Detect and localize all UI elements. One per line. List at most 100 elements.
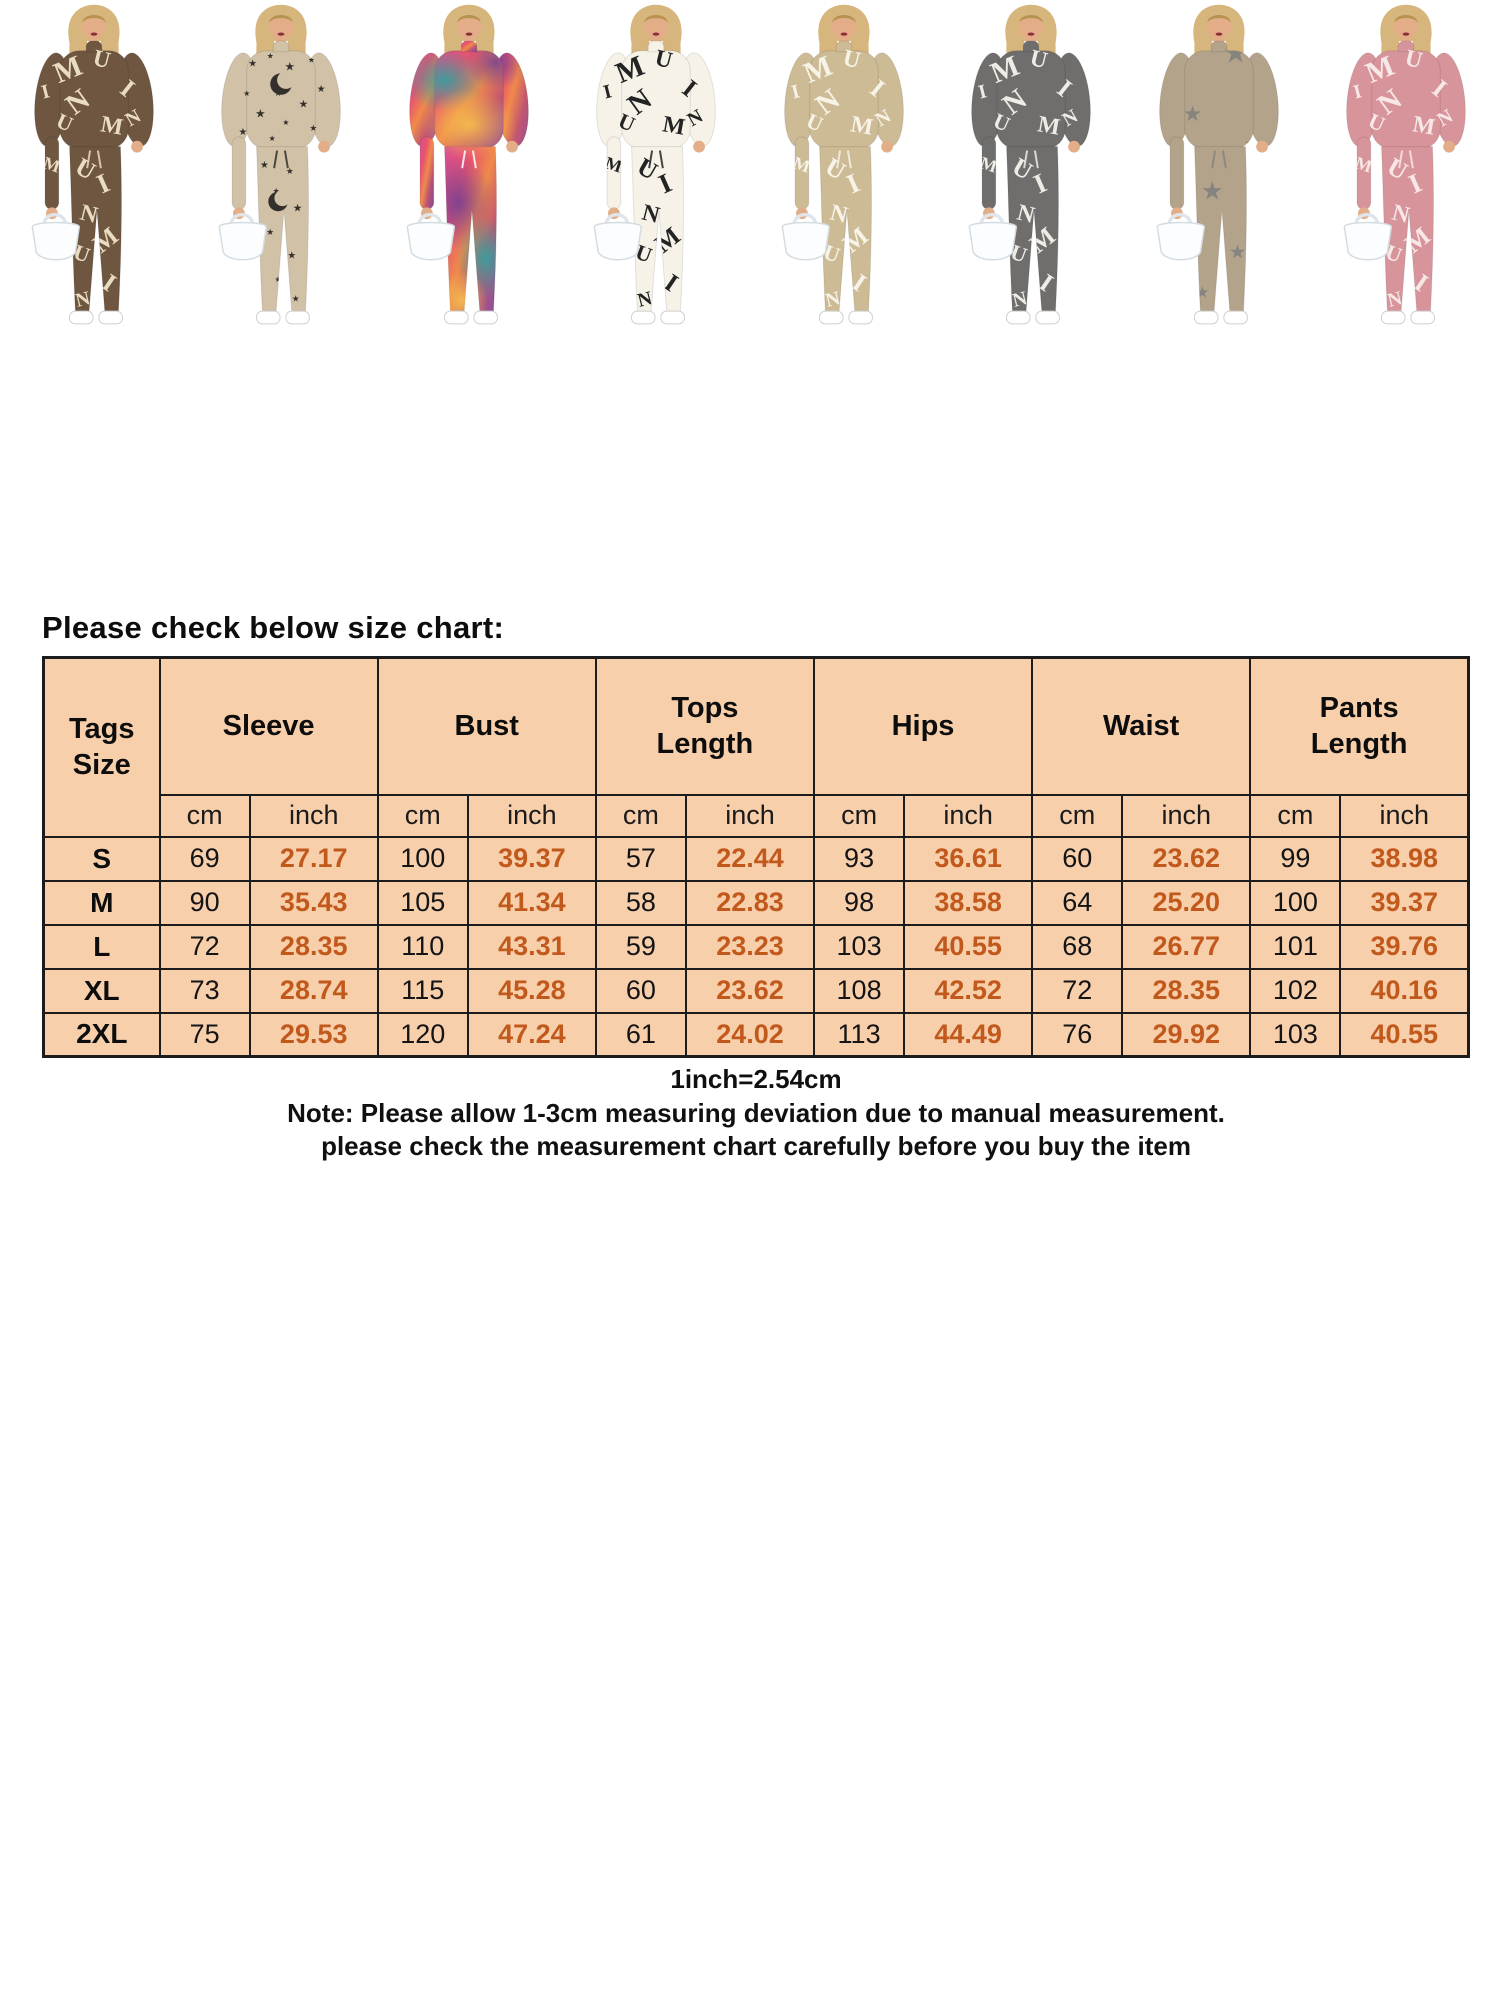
cm-value: 100 [1249,879,1342,926]
handbag-icon [968,221,1018,261]
handbag-icon [1343,221,1393,261]
svg-text:M: M [1036,111,1062,140]
svg-text:N: N [827,200,850,229]
svg-text:M: M [41,152,63,176]
unit-inch-label: inch [903,793,1034,838]
inch-value: 23.62 [685,967,815,1014]
sneaker-icon [1193,310,1219,325]
handbag-icon [1156,221,1205,261]
cm-value: 72 [158,923,251,970]
header-tops-length: Tops Length [594,656,815,796]
handbag-handle-icon [229,213,255,226]
hair-fringe [1394,15,1418,23]
unit-inch-label: inch [685,793,815,838]
product-variants-row: MUINMUINMUINMUIN★★★★★★★★★★★★★★★★★★★★★MUI… [0,0,1500,360]
drawstring [648,150,654,169]
inch-value: 40.16 [1339,967,1470,1014]
face [1019,15,1044,40]
svg-text:★: ★ [267,52,274,61]
unit-conversion-note: 1inch=2.54cm [670,1064,842,1094]
drawstring [1221,150,1227,169]
size-row-xl: XL 73 28.74 115 45.28 60 23.62 108 42.52 72 28.35 1… [42,967,1470,1014]
cm-value: 57 [594,835,688,882]
sneaker-icon [1006,310,1031,325]
svg-text:★: ★ [293,201,303,214]
product-variant-tan-star-print: ★ ★ ★ ★ ★ ★ [1125,0,1313,360]
drawstring [96,150,102,169]
inch-value: 28.35 [248,923,379,970]
sneaker-icon [1223,310,1248,325]
sneaker-icon [443,310,469,325]
header-hips: Hips [812,656,1034,796]
face [456,15,481,40]
inch-value: 35.43 [248,879,379,926]
size-row-m: M 90 35.43 105 41.34 58 22.83 98 38.58 64 25.20 100… [42,879,1470,926]
right-hand [505,140,518,153]
cm-value: 110 [376,923,469,970]
sneaker-icon [660,310,686,325]
face [644,15,669,40]
cm-value: 93 [812,835,906,882]
drawstring [1210,150,1216,169]
drawstring [284,150,290,169]
outfit [596,40,717,312]
lips [277,32,285,36]
inch-value: 25.20 [1121,879,1252,926]
inch-value: 43.31 [466,923,597,970]
header-sleeve: Sleeve [158,656,379,796]
handbag-handle-icon [1167,213,1193,226]
unit-inch-label: inch [248,793,379,838]
model-illustration-tan-star-print: ★★★★★★ [1156,4,1279,325]
drawstring [471,150,477,169]
inch-value: 39.76 [1339,923,1470,970]
hair-fringe [644,15,668,23]
unit-inch-label: inch [1121,793,1252,838]
cm-value: 72 [1031,967,1124,1014]
sneaker-icon [1381,310,1406,325]
handbag-handle-icon [1354,213,1380,226]
svg-text:★: ★ [1229,240,1247,263]
handbag-handle-icon [979,213,1005,226]
inch-value: 23.23 [685,923,815,970]
cm-value: 108 [812,967,906,1014]
cm-value: 59 [594,923,688,970]
cm-value: 101 [1249,923,1342,970]
svg-text:N: N [73,288,92,312]
size-chart-table: Tags Size Sleeve Bust Tops Length Hips Waist P… [42,656,1470,1058]
svg-text:★: ★ [275,275,282,284]
outfit [971,40,1092,312]
inch-value: 39.37 [466,835,597,882]
unit-cm-label: cm [376,793,469,838]
measurement-note-line2: please check the measurement chart caref… [321,1130,1191,1161]
cm-value: 90 [158,879,251,926]
svg-text:★: ★ [260,160,269,171]
inch-value: 29.53 [248,1011,379,1058]
cm-value: 98 [812,879,906,926]
svg-text:★: ★ [1244,134,1258,153]
header-pants-length: Pants Length [1249,656,1470,796]
face [1394,15,1419,40]
product-variant-khaki-star-moon-print: ★★★★★★★★★★★★★★★★★★★★★ [187,0,375,360]
header-bust: Bust [376,656,597,796]
size-row-l: L 72 28.35 110 43.31 59 23.23 103 40.55 68 26.77 10… [42,923,1470,970]
inch-value: 41.34 [466,879,597,926]
sneaker-icon [848,310,873,325]
cm-value: 99 [1249,835,1342,882]
lips [652,32,660,36]
sneaker-icon [818,310,844,325]
inch-value: 27.17 [248,835,379,882]
svg-text:M: M [978,152,1000,176]
outfit [783,40,904,312]
svg-text:★: ★ [310,124,318,134]
sneaker-icon [98,310,123,325]
inch-value: 40.55 [1339,1011,1470,1058]
outfit-pattern: ★★★★★★★★★★★★★★★★★★★★★ [239,52,326,305]
svg-text:★: ★ [292,294,300,304]
unit-cm-label: cm [1249,793,1342,838]
sneaker-icon [473,310,498,325]
